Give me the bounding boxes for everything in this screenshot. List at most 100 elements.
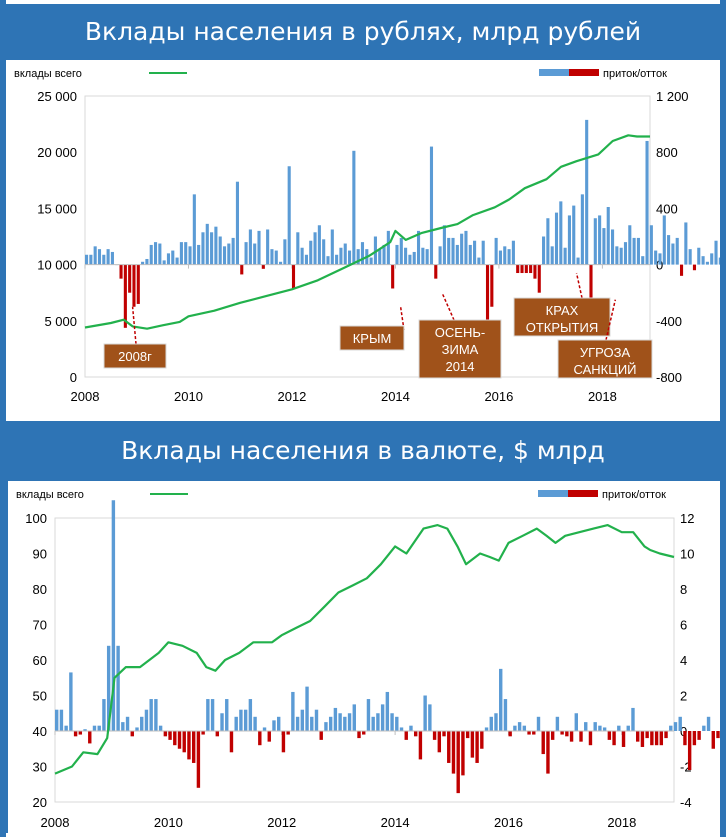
outflow-bar bbox=[215, 731, 220, 737]
inflow-bar bbox=[201, 232, 205, 265]
inflow-bar bbox=[714, 240, 718, 265]
inflow-bar bbox=[494, 713, 498, 731]
outflow-bar bbox=[240, 264, 244, 275]
chart-rub-panel: вклады всего приток/отток 0 5 000 10 000 15 0… bbox=[6, 60, 726, 412]
left-tick-label: 70 bbox=[33, 618, 47, 633]
inflow-bar bbox=[382, 244, 386, 265]
inflow-bar bbox=[536, 716, 541, 731]
outflow-bar bbox=[437, 731, 442, 753]
inflow-bar bbox=[235, 181, 240, 265]
inflow-bar bbox=[343, 243, 347, 265]
inflow-bar bbox=[85, 254, 89, 265]
inflow-bar bbox=[158, 725, 163, 731]
inflow-bar bbox=[140, 716, 144, 731]
outflow-bar bbox=[640, 731, 645, 747]
outflow-bar bbox=[182, 731, 186, 753]
inflow-bar bbox=[225, 699, 229, 731]
inflow-bar bbox=[567, 215, 571, 265]
right-tick-label: -2 bbox=[680, 760, 692, 775]
inflow-bar bbox=[102, 699, 106, 731]
inflow-bar bbox=[484, 727, 489, 731]
inflow-bar bbox=[378, 249, 382, 265]
x-tick-label: 2008 bbox=[71, 389, 100, 404]
inflow-bar bbox=[399, 727, 404, 731]
outflow-bar bbox=[546, 731, 550, 774]
inflow-bar bbox=[429, 146, 434, 265]
x-tick-label: 2010 bbox=[154, 815, 183, 830]
inflow-bar bbox=[489, 716, 493, 731]
inflow-bar bbox=[701, 256, 705, 265]
inflow-bar bbox=[574, 713, 578, 731]
inflow-bar bbox=[468, 244, 472, 265]
outflow-bar bbox=[461, 731, 465, 776]
inflow-bar bbox=[678, 716, 682, 731]
outflow-bar bbox=[490, 264, 494, 307]
annotation-box bbox=[339, 325, 405, 351]
inflow-bar bbox=[144, 709, 149, 731]
inflow-bar bbox=[317, 225, 321, 265]
inflow-bar bbox=[654, 250, 658, 265]
inflow-bar bbox=[89, 254, 93, 265]
inflow-bar bbox=[197, 244, 201, 265]
inflow-bar bbox=[328, 716, 333, 731]
outflow-bar bbox=[128, 264, 132, 293]
inflow-bar bbox=[248, 699, 253, 731]
legend-outflow-swatch bbox=[569, 69, 599, 76]
inflow-bar bbox=[243, 709, 248, 731]
left-tick-label: 10 000 bbox=[37, 258, 77, 273]
inflow-bar bbox=[179, 242, 183, 265]
inflow-bar bbox=[580, 194, 584, 265]
inflow-bar bbox=[110, 251, 114, 265]
inflow-bar bbox=[371, 716, 375, 731]
inflow-bar bbox=[438, 246, 442, 265]
inflow-bar bbox=[322, 239, 326, 265]
left-tick-label: 20 bbox=[33, 795, 47, 810]
inflow-bar bbox=[628, 225, 632, 265]
outflow-bar bbox=[589, 264, 593, 328]
x-tick-label: 2016 bbox=[484, 389, 513, 404]
inflow-bar bbox=[684, 222, 688, 265]
inflow-bar bbox=[576, 257, 580, 265]
inflow-bar bbox=[428, 704, 432, 731]
outflow-bar bbox=[654, 731, 659, 746]
inflow-bar bbox=[59, 709, 64, 731]
inflow-bar bbox=[697, 247, 701, 265]
inflow-bar bbox=[555, 716, 560, 731]
inflow-bar bbox=[149, 699, 153, 731]
inflow-bar bbox=[517, 722, 522, 731]
x-tick-label: 2014 bbox=[381, 815, 410, 830]
outflow-bar bbox=[451, 731, 456, 774]
outflow-bar bbox=[520, 264, 524, 274]
inflow-bar bbox=[305, 686, 309, 731]
annotation-arrow bbox=[575, 272, 583, 299]
inflow-bar bbox=[395, 716, 399, 731]
inflow-bar bbox=[192, 194, 196, 265]
outflow-bar bbox=[418, 731, 423, 760]
inflow-bar bbox=[554, 212, 559, 265]
legend-total-label: вклады всего bbox=[16, 489, 84, 501]
x-tick-label: 2016 bbox=[494, 815, 523, 830]
outflow-bar bbox=[716, 731, 720, 739]
inflow-bar bbox=[611, 229, 615, 265]
inflow-bar bbox=[641, 256, 645, 265]
left-tick-label: 25 000 bbox=[37, 89, 77, 104]
outflow-bar bbox=[541, 731, 545, 755]
inflow-bar bbox=[598, 215, 602, 265]
outflow-bar bbox=[607, 731, 612, 740]
annotation-box bbox=[418, 319, 502, 379]
outflow-bar bbox=[537, 264, 541, 293]
inflow-bar bbox=[106, 645, 111, 731]
annotation-label: 2008г bbox=[118, 349, 152, 364]
outflow-bar bbox=[508, 731, 512, 737]
left-tick-label: 50 bbox=[33, 689, 47, 704]
inflow-bar bbox=[83, 729, 87, 731]
inflow-bar bbox=[675, 237, 679, 265]
inflow-bar bbox=[171, 250, 175, 265]
outflow-bar bbox=[291, 264, 296, 289]
outflow-bar bbox=[565, 731, 569, 737]
inflow-bar bbox=[667, 235, 671, 265]
inflow-bar bbox=[626, 725, 630, 731]
total-deposits-line bbox=[54, 524, 675, 775]
outflow-bar bbox=[136, 264, 140, 304]
inflow-bar bbox=[412, 251, 416, 265]
